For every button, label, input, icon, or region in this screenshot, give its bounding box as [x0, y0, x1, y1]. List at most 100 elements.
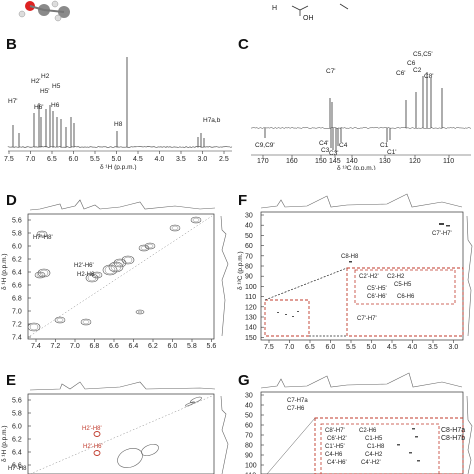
y-tick-label: 50: [245, 233, 253, 240]
contour-0: [117, 448, 143, 468]
y-tick-label: 60: [245, 423, 253, 430]
inset-peak-label: C4-H6: [325, 452, 343, 458]
hmbc-peak-2: [397, 444, 400, 446]
cross-peak-label: H2'-H8': [82, 426, 102, 432]
x-axis-label: δ ¹³C (p.p.m.): [337, 165, 376, 170]
y-tick-label: 70: [245, 253, 253, 260]
y-tick-label: 90: [245, 453, 253, 460]
x-tick-label: 7.0: [26, 156, 36, 163]
peak-label: C8': [424, 73, 434, 80]
y-tick-label: 70: [245, 433, 253, 440]
y-tick-label: 6.2: [12, 437, 22, 444]
peak-label: C6: [407, 60, 416, 67]
contour-inner-15: [82, 319, 90, 325]
source-peak-3: [297, 311, 299, 312]
y-tick-label: 100: [245, 463, 257, 470]
contour-inner-16: [137, 310, 143, 314]
peak-label: C6': [396, 70, 406, 77]
inset-peak-label: C4'-H6': [327, 460, 347, 466]
x-tick-label: 6.5: [305, 344, 315, 350]
inset-box: [346, 267, 464, 337]
x-tick-label: 110: [443, 158, 454, 165]
svg-text:H: H: [272, 5, 277, 12]
inset-peak-label: C8'-H7': [325, 428, 345, 434]
zoom-connector: [266, 417, 316, 474]
x-tick-label: 3.5: [176, 156, 186, 163]
x-tick-label: 6.2: [148, 343, 158, 350]
y-tick-label: 30: [245, 393, 253, 400]
y-tick-label: 60: [245, 243, 253, 250]
x-tick-label: 140: [346, 158, 358, 165]
x-tick-label: 3.0: [198, 156, 208, 163]
top-projection: [29, 381, 216, 391]
contour-15: [80, 318, 92, 326]
peak-label: C2: [413, 67, 422, 74]
zoom-connector-top: [264, 267, 348, 301]
contour-inner-10: [146, 243, 154, 249]
hmbc-peak-0: [412, 428, 415, 430]
y-axis-label: δ ¹³C (p.p.m.): [237, 251, 244, 290]
source-peak-0: [277, 312, 279, 313]
panel-label-g: G: [238, 372, 250, 389]
hmbc-peak-4: [417, 460, 420, 462]
contour-12: [190, 216, 202, 224]
plot-frame: [27, 393, 215, 474]
contour-10: [144, 242, 156, 250]
noe-peak-h2-h6: [93, 450, 101, 456]
y-tick-label: 90: [245, 274, 253, 281]
side-peak-label: C8-H7b: [441, 435, 465, 442]
x-tick-label: 7.4: [31, 343, 41, 350]
right-projection: [220, 395, 229, 474]
panel-label-f: F: [238, 192, 248, 209]
inset-peak-label: C6-H6: [397, 294, 415, 300]
y-tick-label: 100: [245, 284, 257, 291]
x-tick-label: 6.0: [326, 344, 336, 350]
spectrum-baseline: [7, 146, 233, 148]
panel-g-hmbc: C7-H7a C7-H6 C8'-H7' C2-H6 C6'-H2' C1-H5 C1'-H…: [245, 372, 473, 474]
inset-peak-label: C2-H2: [387, 274, 405, 280]
x-tick-label: 3.5: [428, 344, 438, 350]
inset-peak-label: C7'-H7': [357, 316, 377, 322]
y-tick-label: 130: [245, 315, 257, 322]
cross-peak-label: H7'-H8: [8, 466, 27, 472]
contour-13: [27, 322, 41, 332]
contour-inner-11: [171, 225, 179, 231]
peak-label: C3: [321, 147, 330, 154]
inset-peak-label: C1-H5: [365, 436, 383, 442]
y-tick-label: 80: [245, 443, 253, 450]
x-tick-label: 5.6: [207, 343, 217, 350]
y-tick-label: 5.6: [12, 398, 22, 405]
x-tick-label: 6.8: [90, 343, 100, 350]
peak-label-c7-h7: C7'-H7': [432, 231, 452, 237]
right-projection: [466, 215, 473, 337]
inset-peak-label: C5'-H5': [367, 286, 387, 292]
peak-label: H7a,b: [203, 117, 221, 124]
inset-peak-label: C2-H6: [359, 428, 377, 434]
peak-label: C1: [380, 142, 389, 149]
contour-1: [141, 443, 159, 457]
contour-inner-13: [29, 323, 39, 331]
y-tick-label: 6.0: [12, 424, 22, 431]
source-peak-1: [285, 314, 287, 315]
inset-peak-label: C1'-H5': [325, 444, 345, 450]
contour-inner-5: [104, 265, 116, 275]
y-axis-label: δ ¹H (p.p.m.): [1, 254, 8, 290]
contour-14: [54, 316, 66, 324]
y-tick-label: 110: [245, 473, 256, 474]
panel-label-b: B: [6, 36, 17, 53]
x-tick-label: 7.0: [70, 343, 80, 350]
contour-inner-8: [123, 256, 133, 264]
y-tick-label: 6.4: [12, 450, 22, 457]
x-tick-label: 5.5: [346, 344, 356, 350]
contour-inner-0: [38, 231, 46, 237]
peak-label: H5': [40, 88, 50, 95]
y-tick-label: 40: [245, 403, 253, 410]
y-tick-label: 6.4: [12, 270, 22, 277]
peak-label: C9,C9': [255, 142, 275, 149]
spectrum-baseline: [250, 126, 472, 130]
x-tick-label: 5.5: [90, 156, 100, 163]
inset-box-inner: [354, 269, 456, 305]
contour-2: [190, 396, 202, 404]
side-peak-label: C8-H7a: [441, 427, 465, 434]
y-tick-label: 110: [245, 294, 256, 301]
